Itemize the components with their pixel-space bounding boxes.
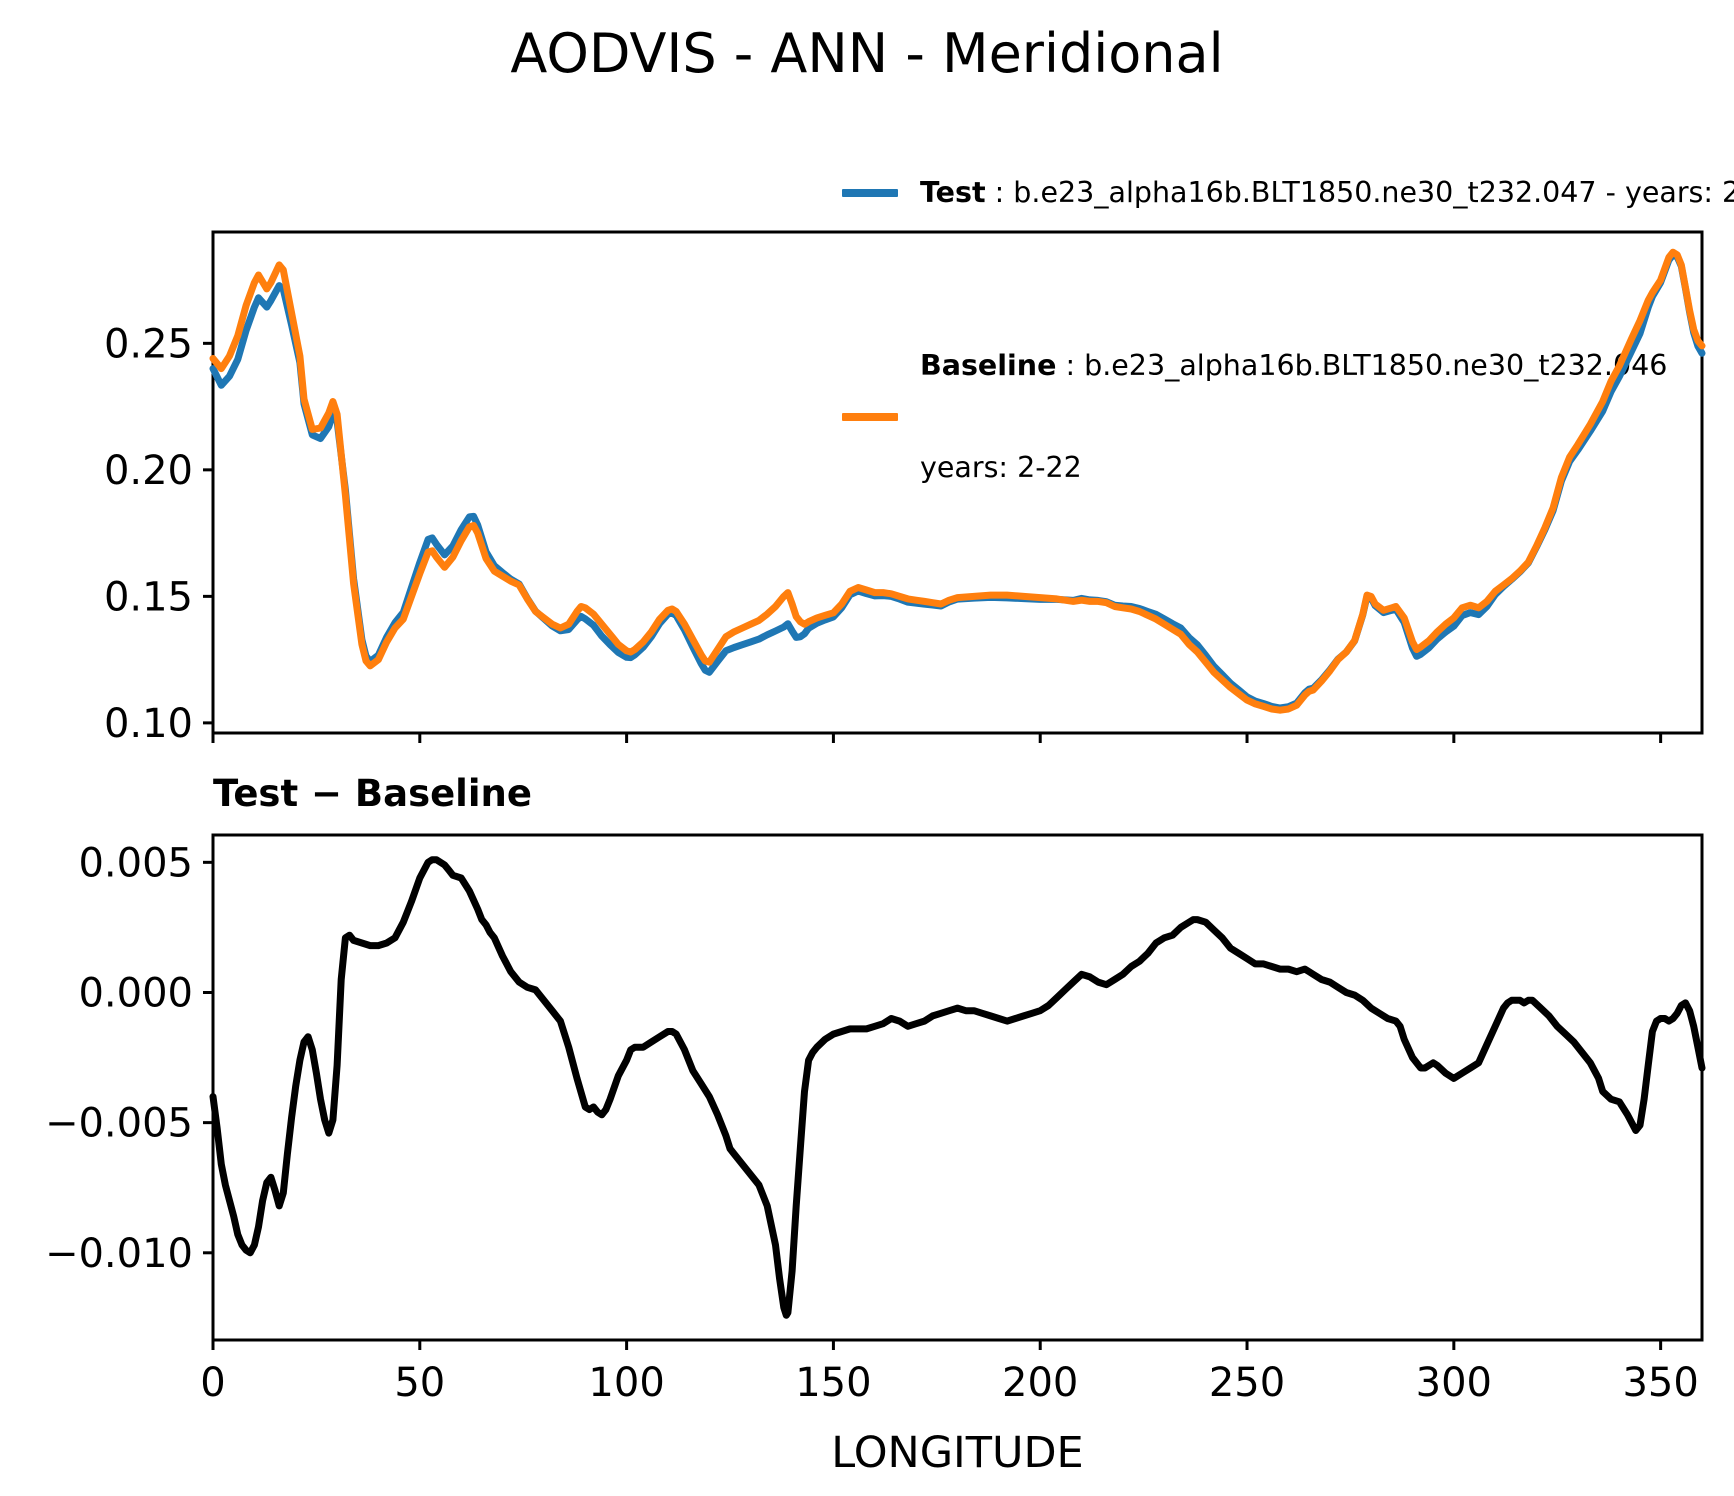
- diff-plot-x-tick-label: 300: [1416, 1360, 1492, 1406]
- legend-test-text: Test : b.e23_alpha16b.BLT1850.ne30_t232.…: [920, 176, 1734, 210]
- diff-plot-x-tick-label: 350: [1622, 1360, 1698, 1406]
- top-plot-y-tick-label: 0.20: [104, 448, 193, 494]
- diff-plot-y-tick-label: −0.010: [45, 1231, 193, 1277]
- legend: Test : b.e23_alpha16b.BLT1850.ne30_t232.…: [842, 108, 1734, 590]
- diff-plot-axes: [211, 833, 1704, 1342]
- x-axis-title: LONGITUDE: [831, 1428, 1084, 1478]
- baseline-line: [209, 248, 1706, 714]
- legend-baseline-desc2: years: 2-22: [920, 451, 1082, 484]
- test-line: [209, 251, 1706, 712]
- legend-entry-baseline: Baseline : b.e23_alpha16b.BLT1850.ne30_t…: [842, 281, 1667, 553]
- diff-plot-x-tick-label: 0: [200, 1360, 225, 1406]
- diff-plot-y-tick-label: 0.005: [78, 840, 193, 886]
- test-line-swatch: [842, 189, 898, 197]
- diff-plot-x-tick-label: 100: [588, 1360, 664, 1406]
- diff-plot-x-tick-label: 150: [795, 1360, 871, 1406]
- legend-entry-test: Test : b.e23_alpha16b.BLT1850.ne30_t232.…: [842, 176, 1734, 210]
- baseline-line-swatch: [842, 413, 898, 421]
- legend-baseline-text: Baseline : b.e23_alpha16b.BLT1850.ne30_t…: [920, 281, 1667, 553]
- top-plot-y-tick-label: 0.25: [104, 321, 193, 367]
- top-plot-y-tick-label: 0.15: [104, 574, 193, 620]
- legend-test-label: Test: [920, 176, 986, 209]
- legend-baseline-label: Baseline: [920, 349, 1057, 382]
- diff-plot-x-tick-label: 50: [394, 1360, 445, 1406]
- diff-plot-x-tick-label: 250: [1209, 1360, 1285, 1406]
- legend-test-desc: : b.e23_alpha16b.BLT1850.ne30_t232.047 -…: [985, 176, 1734, 209]
- top-plot-axes: [211, 230, 1704, 735]
- legend-baseline-desc: : b.e23_alpha16b.BLT1850.ne30_t232.046: [1056, 349, 1668, 382]
- figure-title: AODVIS - ANN - Meridional: [510, 22, 1224, 85]
- top-plot-y-tick-label: 0.10: [104, 701, 193, 747]
- diff-plot-title: Test − Baseline: [213, 772, 532, 815]
- diff-plot-y-tick-label: −0.005: [45, 1101, 193, 1147]
- diff-line: [209, 856, 1706, 1319]
- diff-plot-x-tick-label: 200: [1002, 1360, 1078, 1406]
- diff-plot-y-tick-label: 0.000: [78, 970, 193, 1016]
